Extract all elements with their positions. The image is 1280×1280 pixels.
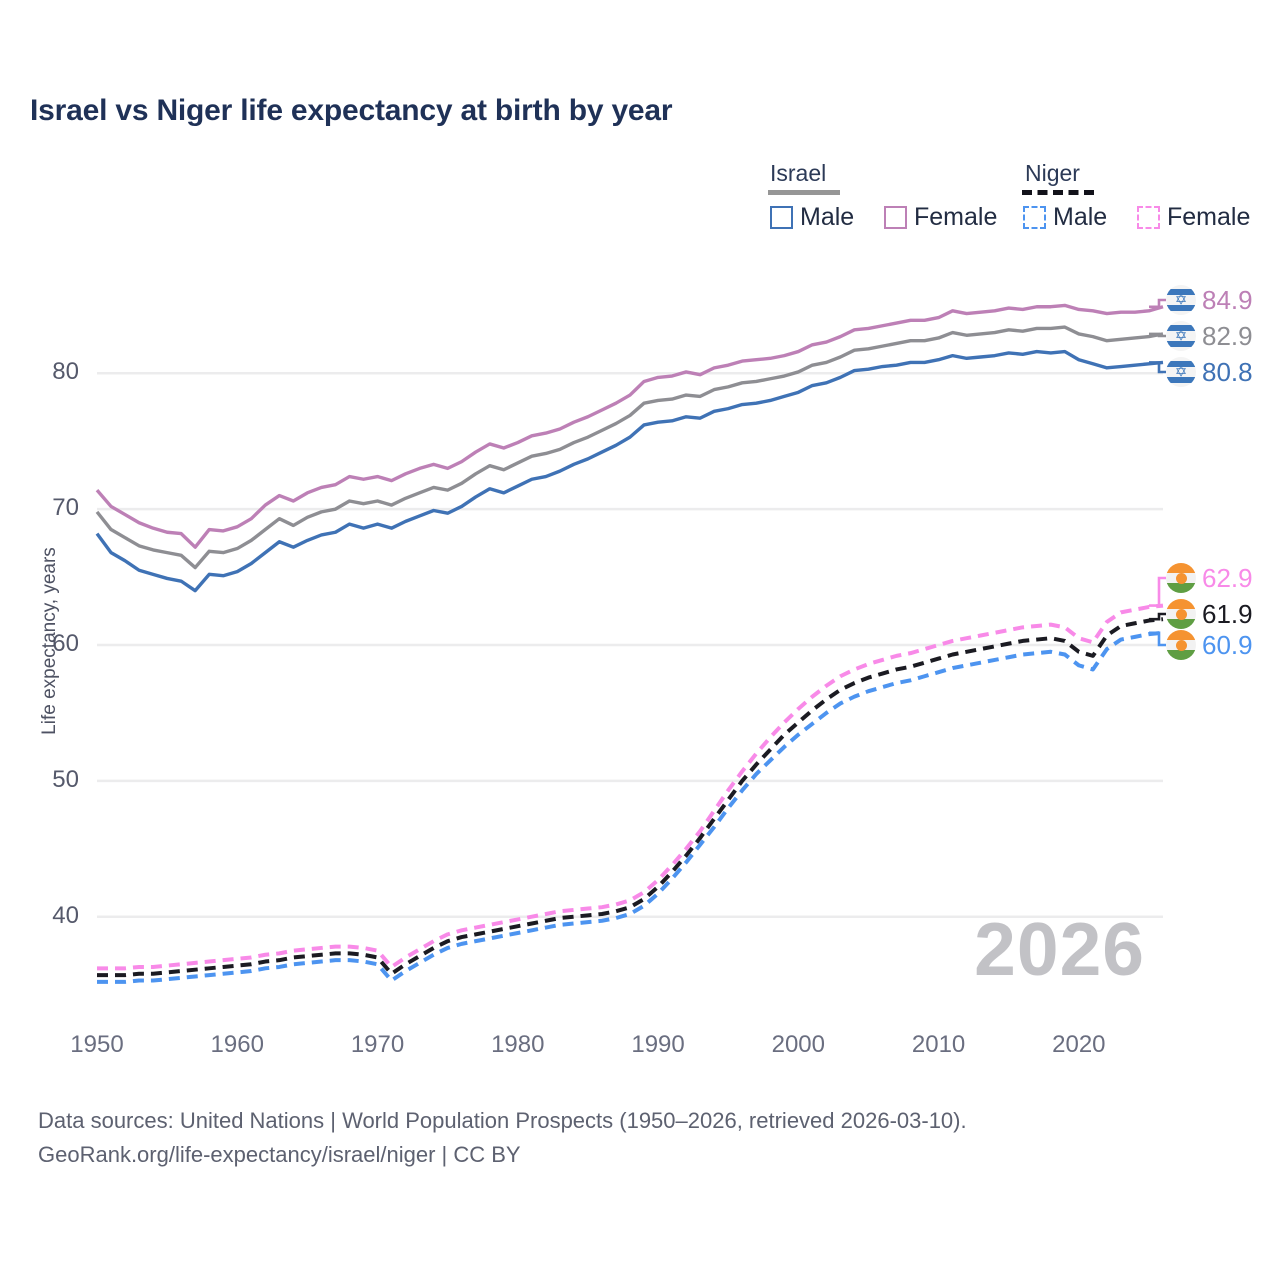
end-label-value: 80.8 xyxy=(1202,357,1253,387)
footer-line-2[interactable]: GeoRank.org/life-expectancy/israel/niger… xyxy=(38,1142,521,1168)
legend-item-label: Female xyxy=(1167,203,1251,231)
niger-flag-icon xyxy=(1166,599,1196,629)
legend-group-niger-title: Niger xyxy=(1025,160,1080,186)
series-line xyxy=(97,603,1164,971)
star-of-david-icon: ✡ xyxy=(1174,363,1188,381)
gridlines xyxy=(97,372,1163,918)
x-tick-label: 1980 xyxy=(491,1031,545,1058)
legend-swatch-icon xyxy=(770,206,793,229)
end-label-connector xyxy=(1149,631,1166,647)
niger-sun-icon xyxy=(1175,639,1187,651)
chart-legend: Israel Niger Male Female Male Female xyxy=(760,160,1260,240)
israel-flag-icon: ✡ xyxy=(1166,285,1196,315)
legend-item-label: Male xyxy=(800,203,855,231)
footer-line-1: Data sources: United Nations | World Pop… xyxy=(38,1108,967,1133)
x-tick-label: 1990 xyxy=(631,1031,685,1058)
legend-item-label: Male xyxy=(1053,203,1108,231)
legend-swatch-icon xyxy=(884,206,907,229)
end-label-value: 61.9 xyxy=(1202,599,1253,629)
year-watermark: 2026 xyxy=(974,907,1145,991)
y-tick-label: 50 xyxy=(52,765,79,793)
legend-group-niger-rule xyxy=(1022,190,1094,195)
end-label-connector xyxy=(1149,612,1166,621)
end-label-connector xyxy=(1149,576,1166,607)
series-line xyxy=(95,325,1164,570)
niger-flag-icon xyxy=(1166,563,1196,593)
end-label-value: 62.9 xyxy=(1202,563,1253,593)
x-tick-label: 2010 xyxy=(911,1031,966,1058)
niger-sun-icon xyxy=(1175,572,1187,584)
legend-group-israel-title: Israel xyxy=(770,160,827,186)
star-of-david-icon: ✡ xyxy=(1174,327,1188,345)
legend-item-label: Female xyxy=(914,203,998,231)
end-label-value: 60.9 xyxy=(1202,630,1253,660)
legend-item-niger-male[interactable]: Male xyxy=(1023,205,1107,230)
end-label-israel-female: ✡ 84.9 xyxy=(1166,283,1253,317)
series-lines xyxy=(95,298,1166,984)
chart-title: Israel vs Niger life expectancy at birth… xyxy=(30,94,673,127)
end-label-value: 84.9 xyxy=(1202,285,1253,315)
x-tick-label: 2020 xyxy=(1052,1031,1106,1058)
niger-sun-icon xyxy=(1175,608,1187,620)
end-label-israel-male: ✡ 80.8 xyxy=(1166,355,1253,389)
footer-sources: Data sources: United Nations | World Pop… xyxy=(38,1104,967,1172)
israel-flag-icon: ✡ xyxy=(1166,321,1196,351)
legend-item-niger-female[interactable]: Female xyxy=(1137,205,1250,230)
israel-flag-icon: ✡ xyxy=(1166,357,1196,387)
end-label-niger-male: 60.9 xyxy=(1166,628,1253,662)
legend-swatch-icon xyxy=(1023,206,1046,229)
end-label-connector xyxy=(1149,298,1166,309)
series-line xyxy=(97,617,1164,978)
x-tick-label: 1960 xyxy=(210,1031,264,1058)
star-of-david-icon: ✡ xyxy=(1174,291,1188,309)
end-label-niger-female: 62.9 xyxy=(1166,561,1253,595)
end-label-connector xyxy=(1149,332,1166,338)
legend-item-israel-female[interactable]: Female xyxy=(884,205,997,230)
y-tick-label: 70 xyxy=(52,494,79,522)
legend-group-israel-rule xyxy=(768,190,840,195)
y-tick-label: 80 xyxy=(52,358,79,386)
series-line xyxy=(95,303,1164,549)
series-line xyxy=(95,349,1164,593)
end-label-israel-both: ✡ 82.9 xyxy=(1166,319,1253,353)
y-tick-label: 40 xyxy=(52,901,79,929)
y-axis-label: Life expectancy, years xyxy=(39,547,60,735)
end-label-value: 82.9 xyxy=(1202,321,1253,351)
x-tick-label: 1950 xyxy=(70,1031,124,1058)
end-label-connector xyxy=(1149,361,1166,374)
x-tick-label: 1970 xyxy=(350,1031,405,1058)
legend-swatch-icon xyxy=(1137,206,1160,229)
y-tick-label: 60 xyxy=(52,630,79,657)
niger-flag-icon xyxy=(1166,630,1196,660)
end-label-niger-both: 61.9 xyxy=(1166,597,1253,631)
x-tick-label: 2000 xyxy=(771,1031,825,1058)
legend-item-israel-male[interactable]: Male xyxy=(770,205,854,230)
